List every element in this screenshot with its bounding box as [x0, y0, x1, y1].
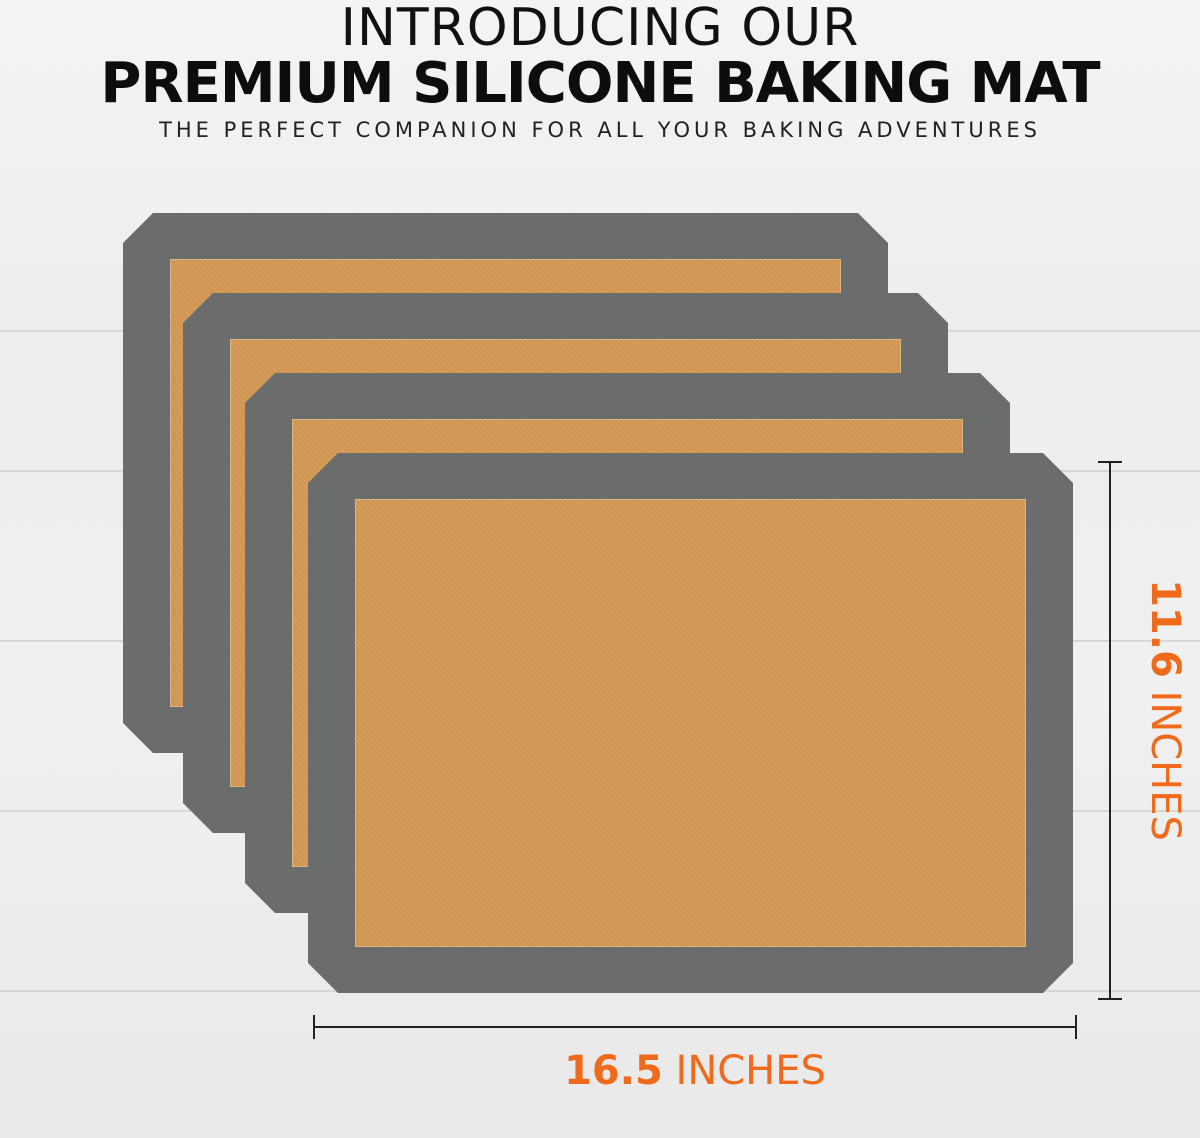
- width-unit: INCHES: [675, 1048, 826, 1094]
- width-dimension-cap: [1075, 1015, 1077, 1039]
- height-value: 11.6: [1142, 579, 1188, 678]
- width-dimension-cap: [313, 1015, 315, 1039]
- width-dimension-line: [313, 1026, 1077, 1028]
- headline-intro: INTRODUCING OUR: [340, 0, 860, 58]
- mat-center: [355, 499, 1026, 947]
- height-dimension-cap: [1098, 998, 1122, 1000]
- height-unit: INCHES: [1142, 690, 1188, 841]
- width-value: 16.5: [564, 1048, 663, 1094]
- height-dimension-line: [1109, 462, 1111, 1000]
- headline-product: PREMIUM SILICONE BAKING MAT: [100, 51, 1100, 116]
- height-dimension-cap: [1098, 461, 1122, 463]
- baking-mat-4: [308, 453, 1073, 993]
- width-label: 16.5 INCHES: [0, 1048, 1200, 1094]
- height-label: 11.6 INCHES: [1142, 579, 1188, 841]
- tagline: THE PERFECT COMPANION FOR ALL YOUR BAKIN…: [159, 118, 1041, 142]
